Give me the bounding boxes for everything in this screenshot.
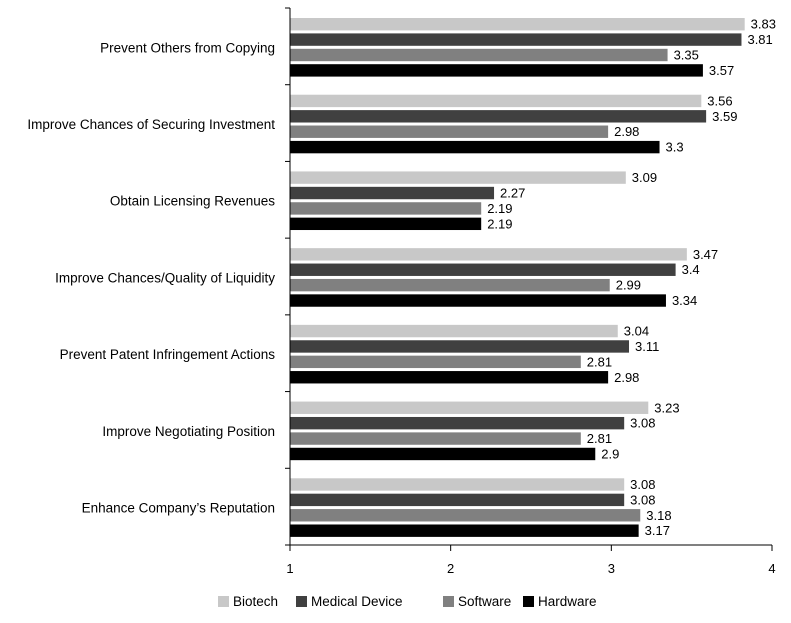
bar-hardware-1 — [290, 140, 660, 154]
category-label: Prevent Patent Infringement Actions — [60, 347, 276, 362]
bar-medical-device-2 — [290, 186, 495, 200]
x-tick-label: 4 — [768, 561, 775, 576]
value-label: 3.11 — [635, 339, 659, 354]
bar-software-2 — [290, 202, 482, 215]
bar-medical-device-1 — [290, 110, 707, 123]
axes-layer: 1 2 3 4 — [285, 7, 776, 576]
value-label: 3.47 — [693, 247, 718, 262]
value-label: 3.04 — [624, 324, 649, 339]
value-label: 3.3 — [666, 140, 684, 155]
value-label: 2.19 — [487, 201, 512, 216]
category-label: Obtain Licensing Revenues — [110, 194, 275, 209]
value-label: 2.81 — [587, 431, 612, 446]
value-label: 2.98 — [614, 370, 639, 385]
bar-software-6 — [290, 509, 641, 522]
legend-label-biotech: Biotech — [233, 594, 278, 609]
value-label: 3.18 — [646, 508, 671, 523]
bar-medical-device-6 — [290, 493, 625, 507]
bar-biotech-2 — [290, 171, 626, 184]
value-label: 3.4 — [682, 262, 700, 277]
bar-hardware-5 — [290, 447, 596, 461]
value-label: 3.34 — [672, 293, 697, 308]
value-label: 2.27 — [500, 186, 525, 201]
bar-software-5 — [290, 432, 581, 445]
bar-biotech-5 — [290, 401, 649, 414]
legend-label-medical-device: Medical Device — [311, 594, 403, 609]
value-label: 2.99 — [616, 278, 641, 293]
legend-swatch-medical-device — [296, 596, 307, 607]
value-label: 3.23 — [654, 400, 679, 415]
x-tick-label: 1 — [286, 561, 293, 576]
bar-biotech-1 — [290, 94, 702, 108]
value-label: 2.9 — [601, 446, 619, 461]
category-label: Enhance Company’s Reputation — [82, 501, 275, 516]
value-label: 3.08 — [630, 416, 655, 431]
legend-label-software: Software — [458, 594, 511, 609]
value-label: 3.17 — [645, 523, 670, 538]
bar-medical-device-4 — [290, 340, 630, 353]
bar-software-0 — [290, 48, 668, 62]
legend-swatch-biotech — [218, 596, 229, 607]
bar-hardware-4 — [290, 371, 609, 384]
value-label: 3.83 — [751, 17, 776, 32]
bar-medical-device-5 — [290, 416, 625, 430]
bar-hardware-6 — [290, 524, 639, 537]
value-label: 3.81 — [747, 32, 772, 47]
value-label: 3.09 — [632, 170, 657, 185]
value-label: 3.57 — [709, 63, 734, 78]
value-label: 3.08 — [630, 477, 655, 492]
value-label: 3.08 — [630, 492, 655, 507]
bar-biotech-3 — [290, 248, 687, 261]
bar-software-4 — [290, 355, 581, 369]
bar-hardware-0 — [290, 64, 703, 77]
bar-software-1 — [290, 125, 609, 138]
value-label: 3.56 — [707, 93, 732, 108]
bar-biotech-0 — [290, 18, 745, 31]
value-label: 2.98 — [614, 124, 639, 139]
value-label: 2.81 — [587, 354, 612, 369]
bar-hardware-2 — [290, 217, 482, 231]
bars-layer — [290, 18, 745, 537]
legend-swatch-hardware — [523, 596, 534, 607]
x-tick-label: 2 — [447, 561, 454, 576]
category-label: Improve Chances/Quality of Liquidity — [55, 270, 275, 285]
legend-swatch-software — [443, 596, 454, 607]
value-label: 3.35 — [674, 48, 699, 63]
bar-medical-device-3 — [290, 263, 676, 276]
bar-biotech-4 — [290, 324, 618, 338]
bar-software-3 — [290, 278, 610, 292]
value-label: 2.19 — [487, 216, 512, 231]
x-tick-label: 3 — [608, 561, 615, 576]
legend-label-hardware: Hardware — [538, 594, 597, 609]
legend: Biotech Medical Device Software Hardware — [218, 594, 597, 609]
category-label: Improve Negotiating Position — [102, 424, 275, 439]
bar-medical-device-0 — [290, 33, 742, 46]
category-label: Improve Chances of Securing Investment — [27, 117, 275, 132]
category-label: Prevent Others from Copying — [100, 40, 275, 55]
value-label: 3.59 — [712, 109, 737, 124]
labels-layer: 3.833.81 3.35 3.57 Prevent Others from Copy… — [27, 17, 776, 538]
bar-hardware-3 — [290, 294, 666, 307]
bar-biotech-6 — [290, 478, 625, 491]
